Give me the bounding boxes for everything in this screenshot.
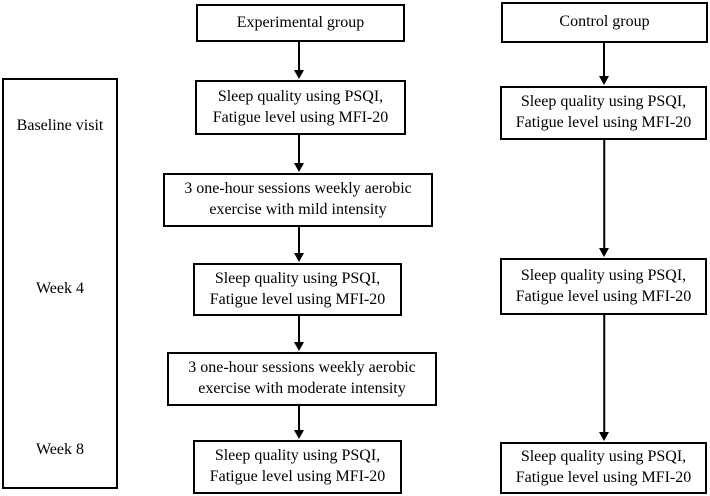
- timeline-label-week8: Week 8: [35, 441, 85, 458]
- arrow-shaft: [603, 140, 605, 249]
- flow-arrow-exp-moderate-to-week8: [293, 406, 305, 439]
- timeline-label-week4: Week 4: [35, 280, 85, 297]
- arrow-head-icon: [294, 430, 304, 439]
- arrow-head-icon: [599, 76, 609, 85]
- arrow-head-icon: [294, 253, 304, 262]
- experimental-mild-exercise-box: 3 one-hour sessions weekly aerobic exerc…: [163, 173, 433, 227]
- arrow-shaft: [298, 42, 300, 71]
- experimental-baseline-assessment-box: Sleep quality using PSQI, Fatigue level …: [195, 80, 406, 135]
- arrow-shaft: [603, 315, 605, 433]
- arrow-head-icon: [599, 248, 609, 257]
- arrow-shaft: [298, 316, 300, 343]
- control-baseline-assessment-box: Sleep quality using PSQI, Fatigue level …: [500, 86, 707, 140]
- control-week8-assessment-box: Sleep quality using PSQI, Fatigue level …: [500, 442, 707, 494]
- arrow-head-icon: [294, 163, 304, 172]
- experimental-week8-assessment-box: Sleep quality using PSQI, Fatigue level …: [193, 440, 402, 494]
- experimental-moderate-exercise-box: 3 one-hour sessions weekly aerobic exerc…: [167, 352, 437, 406]
- flow-arrow-exp-mild-to-week4: [293, 227, 305, 262]
- timeline-panel: Baseline visit Week 4 Week 8: [2, 78, 118, 489]
- flow-arrow-exp-baseline-to-mild: [293, 135, 305, 172]
- flow-arrow-exp-header-to-baseline: [293, 42, 305, 79]
- arrow-head-icon: [294, 342, 304, 351]
- control-week4-assessment-box: Sleep quality using PSQI, Fatigue level …: [500, 258, 707, 315]
- control-group-header-box: Control group: [501, 2, 708, 43]
- arrow-shaft: [298, 227, 300, 254]
- timeline-label-baseline: Baseline visit: [16, 117, 104, 134]
- flow-arrow-ctrl-week4-to-week8: [598, 315, 610, 441]
- arrow-shaft: [603, 43, 605, 77]
- experimental-week4-assessment-box: Sleep quality using PSQI, Fatigue level …: [193, 263, 402, 316]
- arrow-head-icon: [599, 432, 609, 441]
- flow-arrow-ctrl-baseline-to-week4: [598, 140, 610, 257]
- arrow-shaft: [298, 406, 300, 431]
- arrow-shaft: [298, 135, 300, 164]
- flow-arrow-exp-week4-to-moderate: [293, 316, 305, 351]
- flow-arrow-ctrl-header-to-baseline: [598, 43, 610, 85]
- arrow-head-icon: [294, 70, 304, 79]
- experimental-group-header-box: Experimental group: [196, 4, 405, 42]
